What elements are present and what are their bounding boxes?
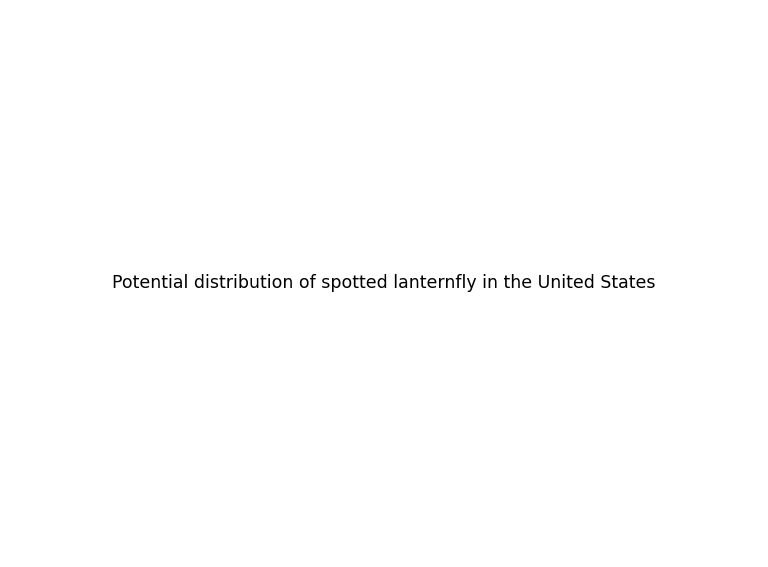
Text: Potential distribution of spotted lanternfly in the United States: Potential distribution of spotted lanter… [112, 274, 656, 293]
